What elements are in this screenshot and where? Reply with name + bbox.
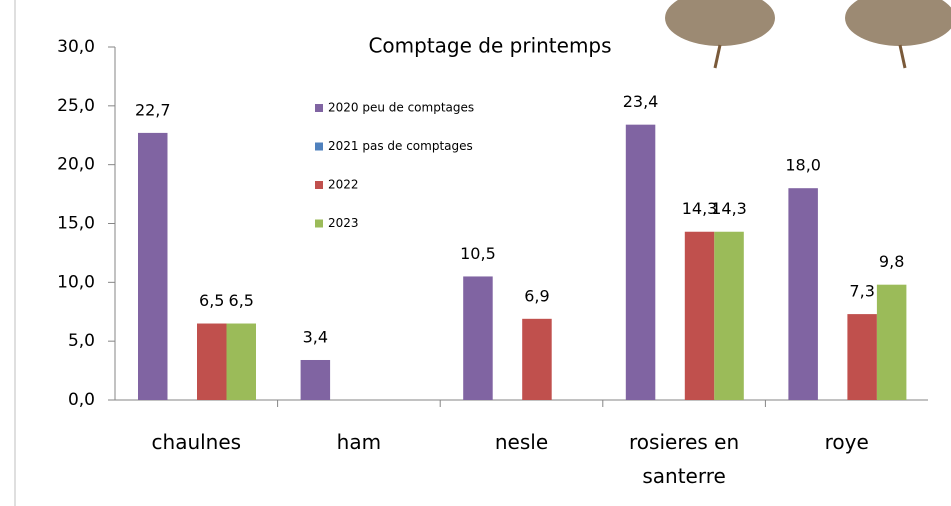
data-label: 18,0 — [785, 156, 821, 175]
bird-photo — [655, 0, 951, 72]
x-tick-label: ham — [336, 430, 382, 454]
chart-title: Comptage de printemps — [368, 34, 611, 58]
x-tick-label: nesle — [494, 430, 549, 454]
bar — [876, 284, 907, 400]
bar — [714, 231, 744, 400]
legend-label: 2022 — [328, 178, 359, 192]
data-label: 14,3 — [682, 199, 718, 218]
legend-label: 2023 — [328, 216, 359, 230]
y-tick-label: 15,0 — [57, 214, 95, 234]
bar — [625, 124, 656, 400]
legend-swatch — [315, 219, 323, 228]
bar — [197, 323, 227, 400]
x-tick-label: chaulnes — [151, 430, 242, 454]
y-tick-label: 30,0 — [57, 37, 95, 57]
y-tick-label: 5,0 — [68, 331, 95, 351]
bar — [463, 276, 493, 400]
bar — [226, 323, 256, 400]
bar — [684, 231, 715, 400]
data-label: 22,7 — [135, 100, 171, 119]
legend-swatch — [315, 181, 323, 189]
y-tick-label: 25,0 — [57, 96, 95, 116]
bar — [138, 132, 168, 400]
data-label: 3,4 — [303, 327, 328, 346]
legend-swatch — [315, 104, 323, 112]
legend-swatch — [315, 142, 323, 151]
data-label: 9,8 — [879, 252, 904, 271]
x-tick-label: roye — [824, 430, 869, 454]
bar — [847, 314, 877, 400]
legend-label: 2021 pas de comptages — [328, 139, 473, 153]
data-label: 6,5 — [229, 291, 254, 310]
data-label: 6,5 — [199, 291, 224, 310]
data-label: 23,4 — [623, 92, 659, 111]
data-label: 7,3 — [849, 282, 874, 301]
bar — [788, 188, 818, 400]
data-label: 10,5 — [460, 244, 496, 263]
data-label: 6,9 — [524, 286, 549, 305]
legend-label: 2020 peu de comptages — [328, 101, 474, 115]
x-tick-label: rosieres en santerre — [629, 430, 740, 488]
bar — [522, 318, 552, 400]
bar — [300, 359, 331, 400]
data-label: 14,3 — [711, 199, 747, 218]
y-tick-label: 0,0 — [68, 390, 95, 410]
y-tick-label: 10,0 — [57, 272, 95, 292]
y-tick-label: 20,0 — [57, 155, 95, 175]
